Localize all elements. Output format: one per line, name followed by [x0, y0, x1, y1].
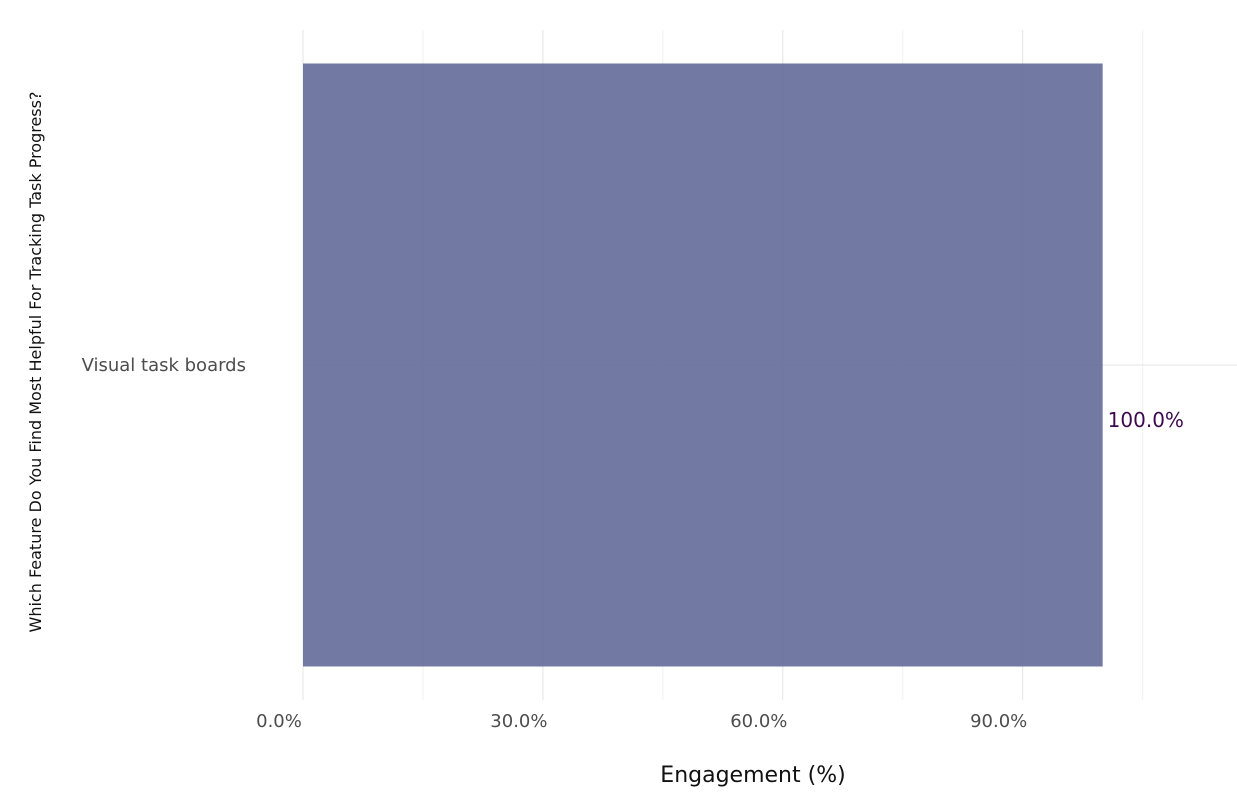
bars: 100.0%: [303, 63, 1184, 667]
y-tick-label: Visual task boards: [82, 355, 246, 376]
bar-value-label: 100.0%: [1108, 408, 1184, 432]
x-tick-label: 60.0%: [730, 711, 787, 732]
x-axis-title: Engagement (%): [660, 763, 845, 788]
y-axis-ticks: Visual task boards: [82, 355, 246, 376]
y-axis-title: Which Feature Do You Find Most Helpful F…: [26, 92, 45, 633]
bar: [303, 63, 1103, 667]
x-tick-label: 30.0%: [490, 711, 547, 732]
x-tick-label: 90.0%: [970, 711, 1027, 732]
x-axis-ticks: 0.0% 30.0% 60.0% 90.0%: [256, 711, 1027, 732]
x-tick-label: 0.0%: [256, 711, 302, 732]
